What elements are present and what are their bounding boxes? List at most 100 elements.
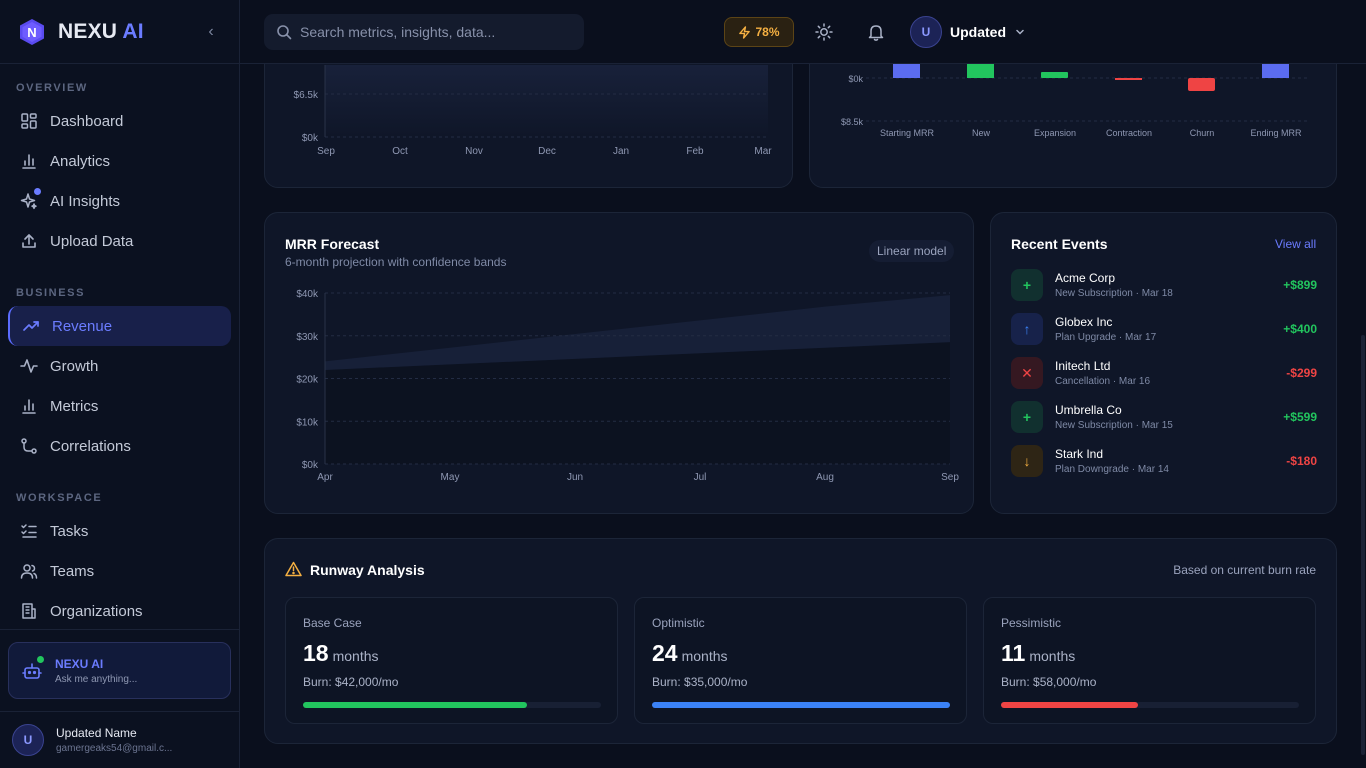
- assistant-subtitle: Ask me anything...: [55, 673, 138, 685]
- event-amount: -$180: [1286, 454, 1317, 468]
- scenario-burn: Burn: $42,000/mo: [303, 675, 399, 689]
- bar-new: [967, 61, 994, 78]
- arrow-down-icon: ↓: [1011, 445, 1043, 477]
- x-tick-label: Sep: [941, 472, 959, 483]
- scenario-pessimistic: Pessimistic 11 months Burn: $58,000/mo: [983, 597, 1316, 724]
- x-tick-label: Oct: [392, 146, 408, 157]
- sidebar-item-ai-insights[interactable]: AI Insights: [8, 181, 231, 221]
- runway-note: Based on current burn rate: [1173, 563, 1316, 577]
- sidebar-item-label: Metrics: [50, 397, 99, 415]
- scenario-months: 11: [1001, 640, 1026, 666]
- x-tick-label: Jul: [694, 472, 707, 483]
- section-label-business: BUSINESS: [16, 287, 86, 299]
- sidebar-item-label: AI Insights: [50, 192, 121, 210]
- bar-chart-icon: [22, 399, 36, 414]
- scenario-months: 24: [652, 640, 678, 666]
- svg-text:N: N: [27, 25, 36, 40]
- grid-icon: [21, 113, 37, 129]
- divider: [0, 629, 239, 630]
- user-profile[interactable]: U Updated Name gamergeaks54@gmail.c...: [0, 711, 239, 768]
- scrollbar-thumb[interactable]: [1361, 335, 1365, 755]
- sidebar-item-metrics[interactable]: Metrics: [8, 386, 231, 426]
- x-icon: ✕: [1011, 357, 1043, 389]
- sidebar-item-label: Correlations: [50, 437, 131, 455]
- sidebar-item-label: Upload Data: [50, 232, 134, 250]
- energy-badge[interactable]: 78%: [724, 17, 794, 47]
- event-amount: +$400: [1283, 322, 1317, 336]
- upload-icon: [22, 234, 36, 248]
- assistant-title: NEXU AI: [55, 656, 104, 671]
- list-item[interactable]: ↑ Globex Inc Plan Upgrade · Mar 17 +$400: [1011, 309, 1317, 349]
- x-tick-label: Expansion: [1034, 128, 1076, 138]
- sidebar-item-label: Organizations: [50, 602, 143, 620]
- scenario-months: 18: [303, 640, 329, 666]
- event-name: Stark Ind: [1055, 447, 1104, 461]
- scenario-burn: Burn: $35,000/mo: [652, 675, 748, 689]
- section-label-overview: OVERVIEW: [16, 82, 88, 94]
- top-header: 78% U Updated: [240, 0, 1366, 64]
- arrow-up-icon: ↑: [1011, 313, 1043, 345]
- sidebar-item-dashboard[interactable]: Dashboard: [8, 101, 231, 141]
- scenario-label: Optimistic: [652, 616, 705, 630]
- y-tick-label: $0k: [848, 74, 863, 84]
- x-tick-label: Feb: [686, 146, 704, 157]
- ai-assistant-card[interactable]: NEXU AI Ask me anything...: [8, 642, 231, 699]
- bell-icon[interactable]: [866, 22, 886, 42]
- collapse-sidebar-chevron-icon[interactable]: ‹: [208, 22, 214, 40]
- sidebar-item-revenue[interactable]: Revenue: [8, 306, 231, 346]
- sun-icon[interactable]: [814, 22, 834, 42]
- area-fill: [325, 65, 768, 137]
- list-item[interactable]: ↓ Stark Ind Plan Downgrade · Mar 14 -$180: [1011, 441, 1317, 481]
- search-input[interactable]: [300, 24, 570, 40]
- event-meta: New Subscription · Mar 18: [1055, 288, 1173, 299]
- event-amount: -$299: [1286, 366, 1317, 380]
- event-meta: New Subscription · Mar 15: [1055, 420, 1173, 431]
- card-subtitle: 6-month projection with confidence bands: [285, 255, 507, 269]
- list-item[interactable]: ✕ Initech Ltd Cancellation · Mar 16 -$299: [1011, 353, 1317, 393]
- user-email: gamergeaks54@gmail.c...: [56, 743, 173, 754]
- x-tick-label: Jan: [613, 146, 629, 157]
- scenario-burn: Burn: $58,000/mo: [1001, 675, 1097, 689]
- list-item[interactable]: + Acme Corp New Subscription · Mar 18 +$8…: [1011, 265, 1317, 305]
- sidebar-item-tasks[interactable]: Tasks: [8, 511, 231, 551]
- view-all-link[interactable]: View all: [1275, 237, 1317, 251]
- search-bar[interactable]: [264, 14, 584, 50]
- profile-menu[interactable]: U Updated: [910, 16, 1026, 48]
- card-title: Runway Analysis: [310, 562, 425, 578]
- sidebar-item-analytics[interactable]: Analytics: [8, 141, 231, 181]
- scenario-unit: months: [681, 648, 728, 664]
- notification-dot: [34, 188, 41, 195]
- progress-track: [1001, 702, 1299, 708]
- brand: N NEXU AI ‹: [0, 0, 239, 64]
- sidebar-item-organizations[interactable]: Organizations: [8, 591, 231, 631]
- sidebar-item-growth[interactable]: Growth: [8, 346, 231, 386]
- sidebar-item-correlations[interactable]: Correlations: [8, 426, 231, 466]
- runway-analysis-card: Runway Analysis Based on current burn ra…: [264, 538, 1337, 744]
- online-status-dot: [37, 655, 44, 663]
- trending-up-icon: [23, 321, 39, 331]
- profile-name: Updated: [950, 24, 1006, 40]
- progress-track: [303, 702, 601, 708]
- confidence-band: [325, 295, 950, 370]
- x-tick-label: Sep: [317, 146, 335, 157]
- y-tick-label: $8.5k: [841, 117, 864, 127]
- mrr-forecast-card: MRR Forecast 6-month projection with con…: [264, 212, 974, 514]
- sparkle-icon: [20, 193, 37, 210]
- list-item[interactable]: + Umbrella Co New Subscription · Mar 15 +…: [1011, 397, 1317, 437]
- x-tick-label: New: [972, 128, 991, 138]
- model-badge[interactable]: Linear model: [869, 240, 955, 262]
- sidebar-item-label: Tasks: [50, 522, 89, 540]
- recent-events-card: Recent Events View all + Acme Corp New Su…: [990, 212, 1337, 514]
- mrr-waterfall-chart: $0k $8.5k Starting MRR New Expansion Con…: [841, 61, 1310, 138]
- y-tick-label: $30k: [296, 332, 319, 343]
- list-checks-icon: [21, 524, 37, 538]
- forecast-area: [325, 342, 950, 464]
- sidebar-item-label: Analytics: [50, 152, 111, 170]
- scenario-base-case: Base Case 18 months Burn: $42,000/mo: [285, 597, 618, 724]
- sidebar-item-upload-data[interactable]: Upload Data: [8, 221, 231, 261]
- bar-expansion: [1041, 72, 1068, 78]
- git-branch-icon: [21, 438, 37, 454]
- scenario-unit: months: [1029, 648, 1076, 664]
- sidebar-item-teams[interactable]: Teams: [8, 551, 231, 591]
